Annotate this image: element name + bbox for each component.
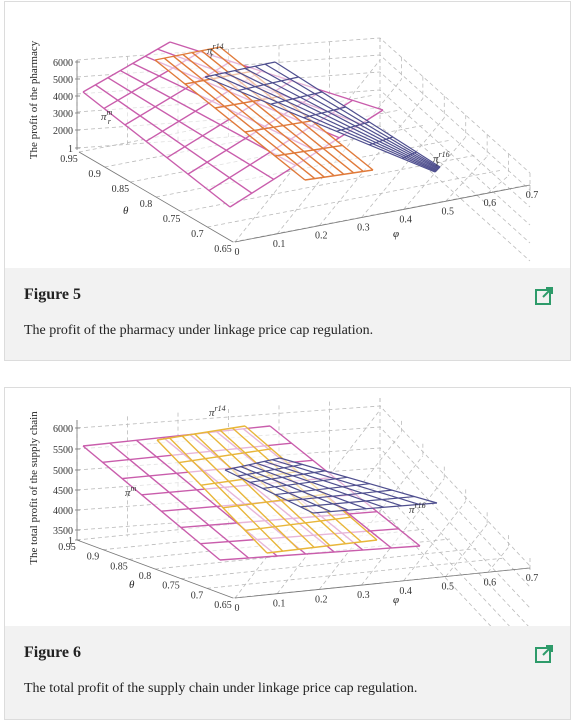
theta-tick-label: 0.8 xyxy=(140,199,153,210)
figure-5-card: 6000 5000 4000 3000 2000 1 0.95 0.9 0.85 0.8 0.75 0… xyxy=(4,1,571,361)
z-tick-label: 2000 xyxy=(53,126,73,137)
phi-tick-label: 0.6 xyxy=(484,198,497,209)
open-figure-5-external-icon[interactable] xyxy=(534,286,554,306)
theta-tick-label: 0.65 xyxy=(214,600,232,611)
theta-tick-label: 0.65 xyxy=(214,244,232,255)
phi-axis-label: φ xyxy=(393,594,399,606)
phi-tick-label: 0.4 xyxy=(399,214,412,225)
figure-6-caption: The total profit of the supply chain und… xyxy=(24,681,418,696)
phi-tick-label: 0 xyxy=(235,247,240,258)
theta-tick-label: 0.7 xyxy=(191,590,204,601)
phi-tick-label: 0.7 xyxy=(526,190,539,201)
theta-axis-label: θ xyxy=(123,205,129,217)
z-axis-label: The profit of the pharmacy xyxy=(28,40,40,159)
figure-5-label: Figure 5 xyxy=(24,286,82,303)
theta-tick-label: 0.9 xyxy=(87,552,100,563)
phi-tick-label: 0.7 xyxy=(526,573,539,584)
surface-16 xyxy=(224,457,438,514)
surface-16 xyxy=(204,61,441,173)
theta-tick-label: 0.75 xyxy=(162,581,180,592)
phi-tick-label: 0.1 xyxy=(273,239,286,250)
theta-tick-label: 0.95 xyxy=(60,154,78,165)
theta-tick-label: 0.85 xyxy=(112,184,130,195)
series-label-m: πm r xyxy=(101,108,113,126)
theta-tick-label: 0.7 xyxy=(191,229,204,240)
z-tick-label: 5000 xyxy=(53,466,73,477)
phi-tick-label: 0.2 xyxy=(315,594,328,605)
theta-tick-label: 0.8 xyxy=(139,571,152,582)
z-tick-label: 4000 xyxy=(53,506,73,517)
phi-tick-label: 0.5 xyxy=(441,206,454,217)
surface-14 xyxy=(154,46,374,181)
z-axis-label: The total profit of the supply chain xyxy=(28,411,40,565)
phi-tick-label: 0.4 xyxy=(399,586,412,597)
phi-axis-label: φ xyxy=(393,228,399,240)
phi-tick-label: 0.5 xyxy=(441,582,454,593)
figure-6-label: Figure 6 xyxy=(24,644,82,661)
phi-tick-label: 0.2 xyxy=(315,231,328,242)
figure-6-caption-area: Figure 6 The total profit of the supply … xyxy=(5,626,570,719)
phi-tick-label: 0.6 xyxy=(484,577,497,588)
phi-tick-label: 0.3 xyxy=(357,223,370,234)
z-tick-label: 1 xyxy=(68,144,73,155)
theta-tick-label: 0.9 xyxy=(88,169,101,180)
z-tick-label: 3000 xyxy=(53,109,73,120)
theta-axis-label: θ xyxy=(129,579,135,591)
z-tick-label: 5000 xyxy=(53,75,73,86)
series-label-14: πr14 xyxy=(209,404,226,419)
axes xyxy=(76,420,531,599)
z-tick-label: 4500 xyxy=(53,486,73,497)
axes xyxy=(76,60,531,243)
figure-6-card: 6000 5500 5000 4500 4000 3500 1 0.95 0.9 0.85 0.8 0… xyxy=(4,387,571,720)
figure-5-caption: The profit of the pharmacy under linkage… xyxy=(24,323,374,338)
phi-tick-label: 0 xyxy=(235,603,240,614)
phi-tick-label: 0.3 xyxy=(357,590,370,601)
theta-tick-label: 0.75 xyxy=(163,214,181,225)
z-tick-label: 6000 xyxy=(53,58,73,69)
theta-tick-label: 0.85 xyxy=(110,561,128,572)
z-tick-label: 3500 xyxy=(53,526,73,537)
figure-5-chart: 6000 5000 4000 3000 2000 10.95 0.9 0.85 0.8 0.75 0… xyxy=(28,37,539,262)
theta-tick-label: 0.95 xyxy=(58,542,76,553)
z-tick-label: 6000 xyxy=(53,424,73,435)
z-tick-label: 4000 xyxy=(53,92,73,103)
phi-tick-label: 0.1 xyxy=(273,599,286,610)
z-tick-label: 5500 xyxy=(53,445,73,456)
open-figure-6-external-icon[interactable] xyxy=(534,644,554,664)
figure-5-caption-area: Figure 5 The profit of the pharmacy unde… xyxy=(5,268,570,360)
series-label-m: πm xyxy=(125,484,137,499)
z-tick-label: 1 xyxy=(68,536,73,547)
